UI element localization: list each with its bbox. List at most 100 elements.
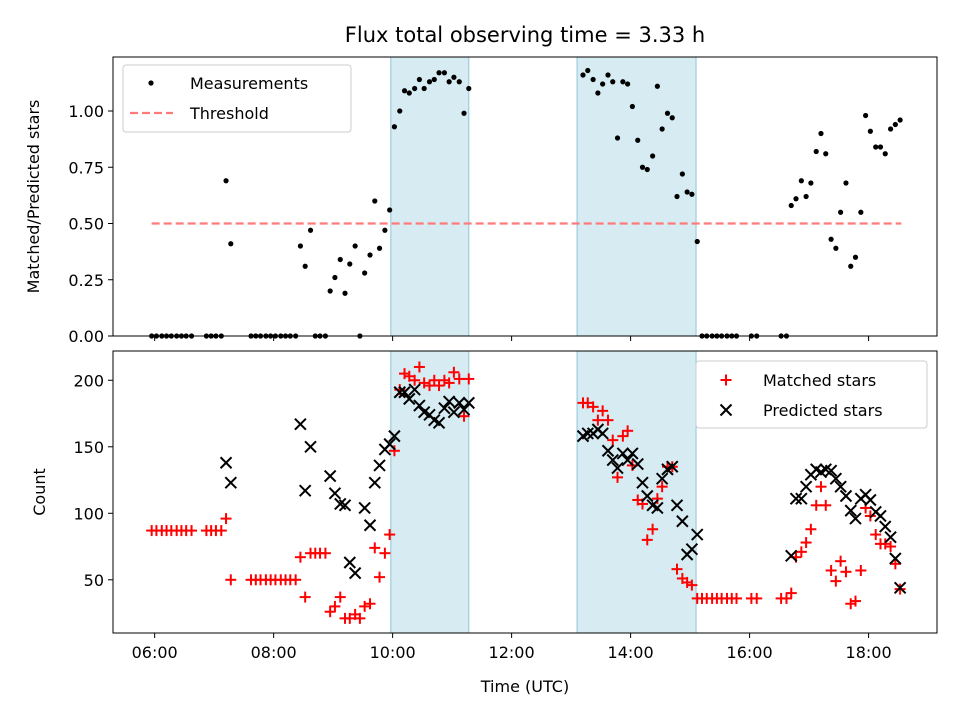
top-axes-frame	[112, 56, 938, 337]
matched-star-point	[780, 592, 792, 604]
shaded-interval-1	[390, 56, 470, 337]
predicted-star-point	[442, 395, 456, 408]
predicted-x-b	[348, 566, 362, 580]
measurement-point	[897, 117, 903, 123]
predicted-star-point	[874, 509, 887, 523]
measurement-point	[828, 236, 834, 242]
predicted-star-point	[844, 504, 857, 517]
predicted-x-b	[363, 519, 377, 532]
measurement-point	[833, 245, 839, 251]
measurement-point	[674, 193, 680, 200]
measurement-point	[679, 171, 685, 177]
predicted-x-b	[874, 509, 887, 523]
top-legend: Measurements Threshold	[122, 64, 352, 133]
predicted-x-b	[453, 396, 466, 410]
measurement-point	[441, 70, 447, 76]
measurement-point	[302, 263, 308, 269]
matched-star-point	[795, 546, 807, 558]
x-tick-label: 16:00	[727, 643, 773, 662]
measurement-point	[887, 126, 894, 132]
predicted-x-b	[676, 515, 689, 528]
predicted-x-b	[358, 501, 371, 515]
measurement-point	[382, 227, 388, 233]
measurement-point	[337, 256, 343, 263]
predicted-x-b	[819, 463, 832, 476]
predicted-star-point	[383, 437, 396, 451]
matched-star-point	[424, 380, 436, 392]
measurement-point	[367, 252, 373, 258]
measurement-point	[803, 193, 809, 200]
predicted-star-point	[403, 392, 416, 406]
legend-measurements-marker	[148, 80, 154, 86]
predicted-x-b	[849, 512, 862, 525]
predicted-x-b	[670, 499, 684, 512]
legend-measurements-label: Measurements	[190, 74, 308, 93]
predicted-x-b	[403, 392, 416, 406]
predicted-x-b	[641, 489, 654, 503]
measurement-point	[223, 178, 229, 184]
measurement-point	[639, 164, 646, 170]
measurement-point	[798, 178, 804, 184]
predicted-x-b	[691, 528, 704, 541]
top-y-ticks: 0.00 0.25 0.50 0.75 1.00	[68, 102, 113, 346]
matched-star-point	[587, 401, 599, 413]
matched-star-point	[299, 591, 311, 603]
matched-star-point	[290, 574, 302, 586]
predicted-star-point	[398, 386, 411, 399]
measurement-point	[873, 144, 879, 150]
predicted-x-b	[442, 395, 456, 408]
measurement-point	[451, 74, 457, 80]
matched-star-point	[656, 481, 668, 493]
predicted-star-point	[447, 405, 461, 419]
predicted-x-b	[879, 520, 892, 533]
measurement-point	[332, 274, 338, 281]
matched-star-point	[617, 430, 629, 442]
y-tick-label: 0.00	[68, 327, 104, 346]
measurement-point	[387, 207, 393, 213]
measurement-point	[848, 263, 854, 269]
predicted-x-b	[373, 459, 386, 472]
predicted-x-b	[655, 472, 669, 485]
measurement-point	[376, 245, 383, 251]
measurement-point	[867, 128, 873, 134]
predicted-x-b	[884, 531, 897, 544]
predicted-star-point	[596, 427, 609, 440]
legend-box	[122, 64, 352, 133]
predicted-x-b	[621, 453, 634, 467]
measurement-point	[412, 85, 418, 92]
predicted-star-point	[373, 459, 386, 472]
matched-star-point	[879, 538, 891, 550]
predicted-x-b	[596, 427, 609, 440]
predicted-star-point	[432, 416, 446, 430]
matched-star-point	[592, 414, 604, 426]
predicted-star-point	[893, 581, 907, 594]
measurement-point	[595, 90, 601, 96]
matched-star-point	[622, 425, 634, 437]
matched-star-point	[830, 575, 842, 587]
predicted-x-b	[864, 493, 877, 507]
bottom-axes-frame	[112, 350, 938, 634]
predicted-star-point	[834, 480, 847, 493]
predicted-star-point	[388, 429, 401, 443]
measurement-point	[629, 103, 635, 110]
measurement-point	[808, 180, 814, 186]
measurement-point	[843, 180, 849, 186]
predicted-star-point	[363, 519, 377, 532]
matched-star-point	[681, 576, 693, 588]
predicted-x-b	[383, 437, 396, 451]
measurement-point	[664, 110, 671, 116]
matched-star-point	[409, 374, 421, 386]
measurement-point	[297, 243, 304, 249]
predicted-star-point	[795, 492, 808, 505]
measurement-point	[362, 270, 368, 276]
measurement-point	[426, 79, 433, 85]
top-x-ticks	[154, 336, 870, 341]
measurement-point	[650, 153, 656, 159]
matched-star-point	[820, 499, 832, 511]
predicted-star-point	[889, 552, 902, 565]
matched-star-point	[186, 525, 198, 537]
predicted-x-b	[398, 386, 411, 399]
matched-star-point	[448, 366, 460, 378]
predicted-x-b	[338, 499, 352, 512]
matched-star-point	[647, 523, 659, 535]
